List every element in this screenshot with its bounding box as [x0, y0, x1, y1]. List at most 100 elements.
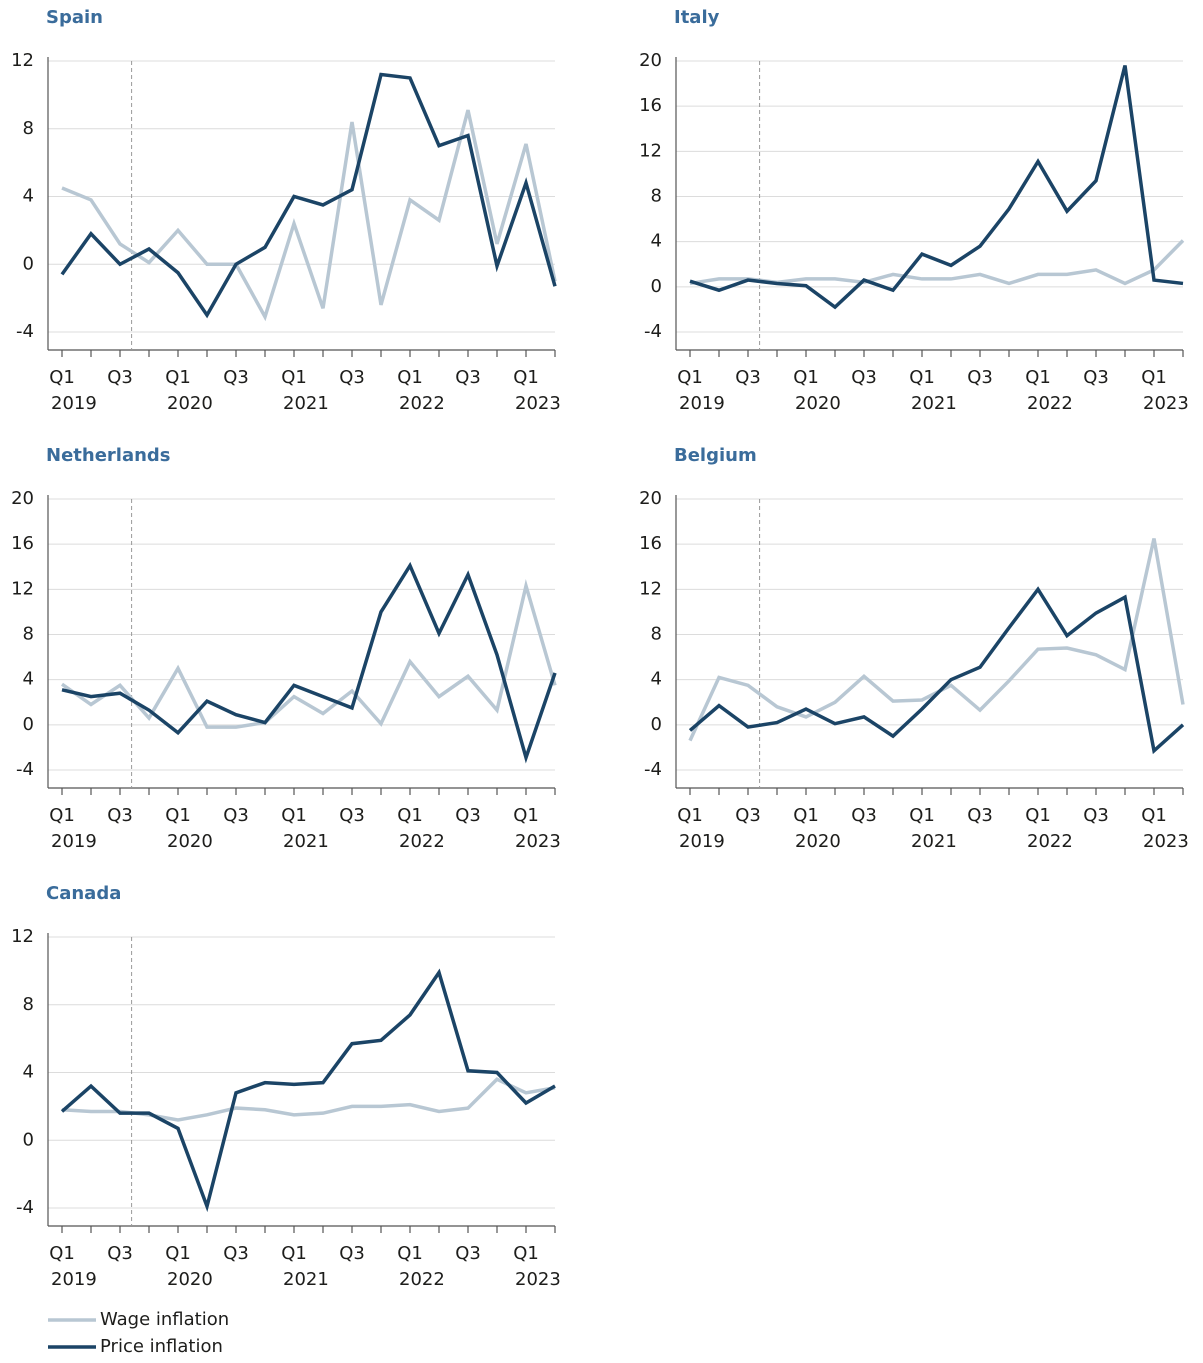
- x-tick-label: Q3: [339, 367, 365, 388]
- series-line: [688, 538, 1185, 742]
- x-tick-label: Q3: [851, 805, 877, 826]
- y-tick-label: 12: [639, 578, 662, 599]
- x-tick-label: Q1: [397, 367, 423, 388]
- x-tick-label: Q1: [281, 805, 307, 826]
- x-tick-label: Q1: [677, 805, 703, 826]
- x-tick-label: Q1: [1025, 805, 1051, 826]
- x-year-label: 2021: [283, 1269, 329, 1290]
- x-tick-label: Q3: [967, 367, 993, 388]
- x-tick-label: Q3: [107, 367, 133, 388]
- legend-label: Price inflation: [100, 1336, 223, 1357]
- x-year-label: 2019: [679, 393, 725, 414]
- y-tick-label: -4: [16, 321, 34, 342]
- x-year-label: 2023: [515, 831, 561, 852]
- y-tick-label: 8: [651, 624, 662, 645]
- y-tick-label: 12: [11, 926, 34, 947]
- x-tick-label: Q1: [281, 1243, 307, 1264]
- x-year-label: 2021: [911, 393, 957, 414]
- x-tick-label: Q1: [677, 367, 703, 388]
- x-year-label: 2022: [399, 831, 445, 852]
- x-tick-label: Q3: [107, 805, 133, 826]
- panel-title: Canada: [46, 883, 121, 904]
- series-line: [61, 109, 557, 322]
- x-tick-label: Q1: [1141, 805, 1167, 826]
- x-year-label: 2020: [795, 393, 841, 414]
- x-year-label: 2022: [1027, 831, 1073, 852]
- x-tick-label: Q1: [909, 367, 935, 388]
- x-year-label: 2022: [399, 1269, 445, 1290]
- x-year-label: 2020: [167, 1269, 213, 1290]
- y-tick-label: 8: [23, 994, 34, 1015]
- y-tick-label: 20: [11, 488, 34, 509]
- legend-label: Wage inflation: [100, 1309, 229, 1330]
- x-tick-label: Q3: [1083, 805, 1109, 826]
- x-tick-label: Q1: [513, 805, 539, 826]
- y-tick-label: 12: [11, 50, 34, 71]
- x-tick-label: Q1: [793, 367, 819, 388]
- y-tick-label: 20: [639, 488, 662, 509]
- y-tick-label: 16: [11, 533, 34, 554]
- x-tick-label: Q1: [1141, 367, 1167, 388]
- x-tick-label: Q3: [735, 367, 761, 388]
- x-year-label: 2020: [167, 831, 213, 852]
- x-year-label: 2021: [911, 831, 957, 852]
- x-tick-label: Q1: [165, 805, 191, 826]
- series-line: [688, 586, 1185, 755]
- x-tick-label: Q1: [513, 367, 539, 388]
- x-tick-label: Q3: [339, 805, 365, 826]
- y-tick-label: 4: [651, 231, 662, 252]
- x-year-label: 2023: [1143, 831, 1189, 852]
- y-tick-label: 16: [639, 533, 662, 554]
- y-tick-label: 20: [639, 50, 662, 71]
- x-tick-label: Q3: [455, 1243, 481, 1264]
- x-year-label: 2021: [283, 831, 329, 852]
- x-tick-label: Q1: [793, 805, 819, 826]
- x-tick-label: Q1: [49, 805, 75, 826]
- x-tick-label: Q1: [281, 367, 307, 388]
- series-line: [60, 579, 557, 729]
- x-year-label: 2019: [51, 831, 97, 852]
- panel-title: Belgium: [674, 445, 757, 466]
- y-tick-label: 0: [23, 1129, 34, 1150]
- x-tick-label: Q3: [455, 805, 481, 826]
- y-tick-label: 16: [639, 95, 662, 116]
- x-tick-label: Q3: [107, 1243, 133, 1264]
- x-tick-label: Q3: [735, 805, 761, 826]
- x-tick-label: Q1: [397, 1243, 423, 1264]
- series-line: [60, 72, 557, 319]
- x-tick-label: Q3: [223, 805, 249, 826]
- x-year-label: 2022: [399, 393, 445, 414]
- y-tick-label: 8: [23, 624, 34, 645]
- y-tick-label: -4: [644, 759, 662, 780]
- y-tick-label: 8: [23, 118, 34, 139]
- y-tick-label: 4: [23, 186, 34, 207]
- x-year-label: 2023: [515, 393, 561, 414]
- x-year-label: 2020: [795, 831, 841, 852]
- x-year-label: 2022: [1027, 393, 1073, 414]
- panel-title: Spain: [46, 7, 103, 28]
- y-tick-label: 0: [651, 714, 662, 735]
- x-tick-label: Q3: [851, 367, 877, 388]
- y-tick-label: -4: [16, 1197, 34, 1218]
- x-tick-label: Q3: [1083, 367, 1109, 388]
- x-tick-label: Q3: [455, 367, 481, 388]
- y-tick-label: 0: [23, 253, 34, 274]
- panel-title: Netherlands: [46, 445, 171, 466]
- x-year-label: 2019: [51, 1269, 97, 1290]
- series-line: [689, 239, 1185, 286]
- y-tick-label: 12: [639, 140, 662, 161]
- x-tick-label: Q3: [339, 1243, 365, 1264]
- x-tick-label: Q3: [223, 1243, 249, 1264]
- x-tick-label: Q1: [49, 1243, 75, 1264]
- series-line: [689, 65, 1184, 310]
- x-tick-label: Q1: [165, 367, 191, 388]
- x-tick-label: Q1: [397, 805, 423, 826]
- x-year-label: 2023: [515, 1269, 561, 1290]
- y-tick-label: -4: [644, 321, 662, 342]
- x-tick-label: Q3: [223, 367, 249, 388]
- x-tick-label: Q1: [513, 1243, 539, 1264]
- y-tick-label: -4: [16, 759, 34, 780]
- series-line: [61, 561, 557, 764]
